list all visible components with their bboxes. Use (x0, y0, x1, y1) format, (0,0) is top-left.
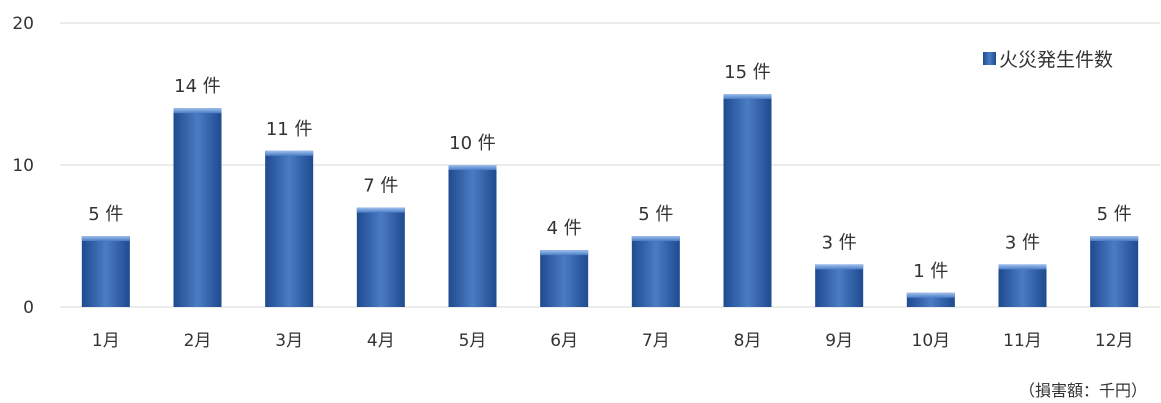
bar (173, 108, 222, 307)
x-tick-label: 8月 (734, 331, 762, 351)
bar (998, 264, 1047, 307)
y-tick-label: 10 (12, 156, 34, 176)
x-tick-label: 3月 (275, 331, 303, 351)
bar (815, 264, 864, 307)
bar-highlight (540, 250, 589, 256)
bar-highlight (448, 165, 497, 170)
x-tick-label: 12月 (1095, 331, 1134, 351)
y-axis: 0 10 20 (12, 14, 34, 318)
bar (448, 165, 497, 307)
bar-highlight (81, 236, 130, 241)
x-axis: 1月 2月 3月 4月 5月 6月 7月 8月 9月 10月 11月 12月 (92, 331, 1134, 351)
bar (540, 250, 589, 307)
data-label: 10 件 (449, 133, 496, 154)
bar-highlight (998, 264, 1047, 270)
bars (81, 94, 1139, 307)
bar (265, 150, 314, 307)
x-tick-label: 6月 (550, 331, 578, 351)
bar (81, 236, 130, 307)
legend-swatch (983, 52, 996, 65)
x-tick-label: 1月 (92, 331, 120, 351)
legend-label: 火災発生件数 (999, 49, 1113, 71)
data-label: 3 件 (1005, 232, 1040, 253)
x-tick-label: 11月 (1003, 331, 1042, 351)
x-tick-label: 10月 (912, 331, 951, 351)
x-tick-label: 2月 (184, 331, 212, 351)
data-label: 15 件 (724, 62, 771, 83)
data-label: 5 件 (638, 204, 673, 225)
data-label: 5 件 (1097, 204, 1132, 225)
x-tick-label: 9月 (825, 331, 853, 351)
x-tick-label: 7月 (642, 331, 670, 351)
data-labels: 5 件 14 件 11 件 7 件 10 件 4 件 5 件 15 件 3 件 1 件 3 件 5 件 (88, 62, 1132, 282)
data-label: 1 件 (913, 261, 948, 282)
data-label: 11 件 (266, 119, 313, 140)
x-tick-label: 4月 (367, 331, 395, 351)
data-label: 14 件 (174, 76, 221, 97)
bar-highlight (631, 236, 680, 241)
bar-highlight (723, 94, 772, 99)
gridlines (60, 22, 1160, 308)
bar-highlight (173, 108, 222, 114)
legend: 火災発生件数 (983, 49, 1113, 71)
data-label: 5 件 (88, 204, 123, 225)
x-tick-label: 5月 (459, 331, 487, 351)
y-tick-label: 0 (23, 298, 34, 318)
bar-highlight (265, 150, 314, 156)
bar (1090, 236, 1139, 307)
bar (631, 236, 680, 307)
bar-highlight (815, 264, 864, 270)
bar-highlight (1090, 236, 1139, 241)
y-tick-label: 20 (12, 14, 34, 34)
bar (356, 207, 405, 307)
footnote: （損害額：千円） (1018, 381, 1147, 400)
bar (723, 94, 772, 307)
data-label: 4 件 (547, 218, 582, 239)
bar-highlight (356, 207, 405, 213)
bar-highlight (906, 292, 955, 298)
data-label: 3 件 (822, 232, 857, 253)
data-label: 7 件 (363, 176, 398, 197)
